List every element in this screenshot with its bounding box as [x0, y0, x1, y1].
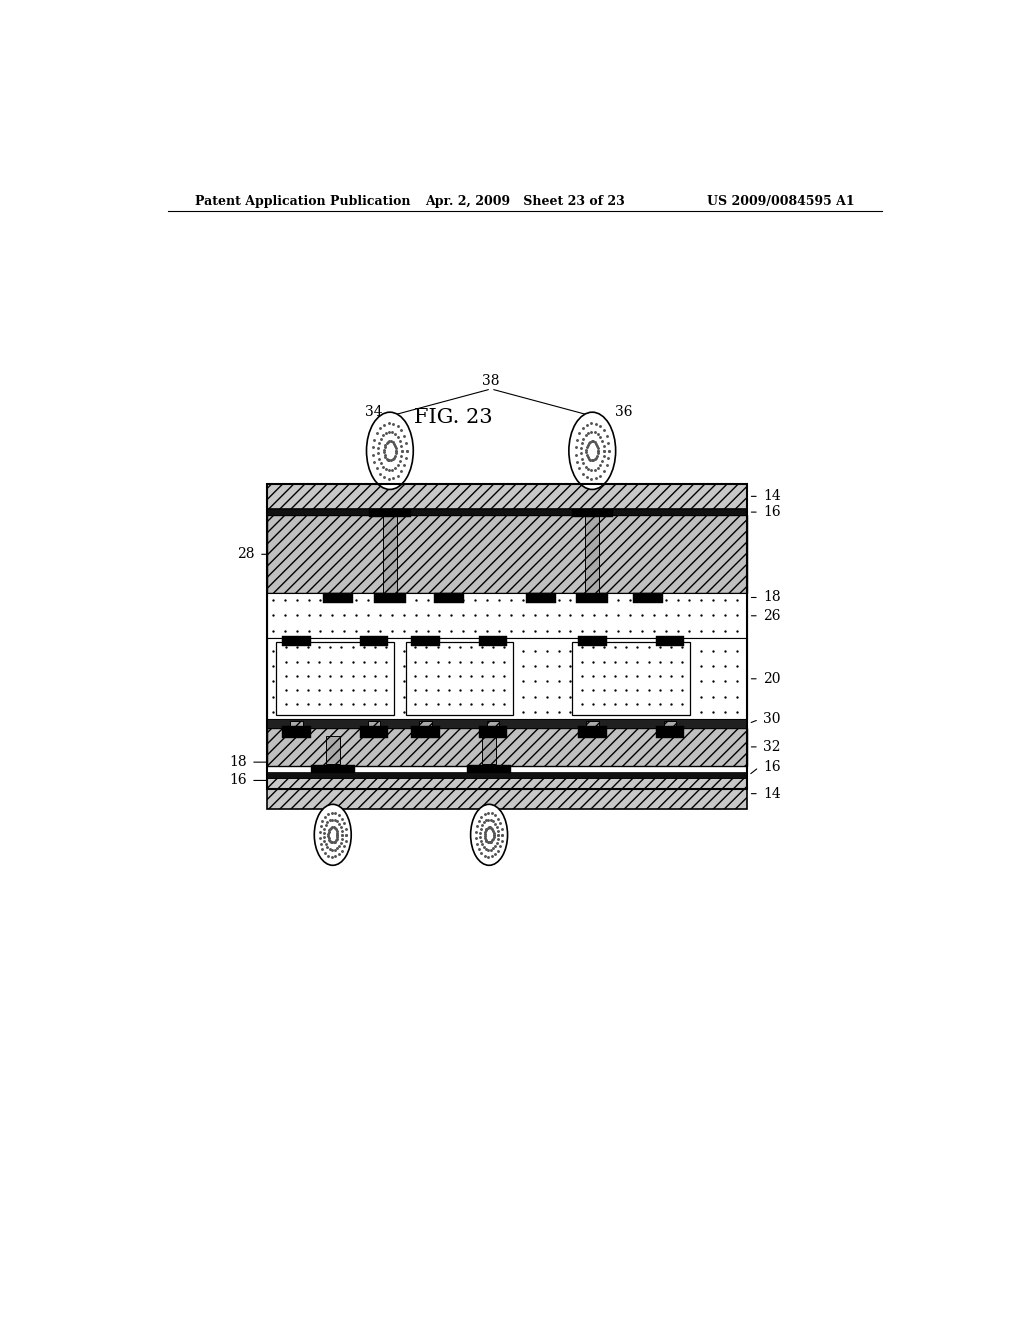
Bar	[276, 643, 394, 715]
Bar	[482, 735, 497, 764]
Text: 30: 30	[763, 713, 780, 726]
Text: 38: 38	[482, 374, 500, 388]
Bar	[359, 726, 388, 738]
Bar	[412, 636, 440, 647]
Text: 16: 16	[763, 760, 780, 775]
Bar	[267, 483, 748, 788]
Bar	[486, 636, 500, 640]
Bar	[370, 510, 411, 517]
Bar	[585, 515, 599, 594]
Text: US 2009/0084595 A1: US 2009/0084595 A1	[707, 194, 854, 207]
Bar	[655, 636, 684, 647]
Text: Apr. 2, 2009   Sheet 23 of 23: Apr. 2, 2009 Sheet 23 of 23	[425, 194, 625, 207]
Bar	[664, 636, 677, 640]
Bar	[267, 594, 748, 638]
Bar	[267, 483, 748, 510]
Bar	[383, 515, 397, 594]
Bar	[282, 636, 310, 647]
Bar	[664, 722, 677, 726]
Bar	[267, 510, 748, 515]
Bar	[479, 726, 507, 738]
Text: 14: 14	[763, 787, 780, 801]
Bar	[577, 594, 608, 602]
Bar	[525, 594, 556, 602]
Ellipse shape	[569, 412, 615, 490]
Bar	[655, 726, 684, 738]
Bar	[267, 515, 748, 594]
Bar	[290, 722, 303, 726]
Bar	[310, 766, 355, 774]
Bar	[267, 727, 748, 766]
Bar	[419, 636, 432, 640]
Bar	[282, 726, 310, 738]
Bar	[267, 772, 748, 779]
Text: 18: 18	[763, 590, 780, 605]
Ellipse shape	[314, 804, 351, 866]
Bar	[267, 638, 748, 719]
Bar	[368, 636, 380, 640]
Text: 16: 16	[229, 774, 247, 788]
Bar	[571, 510, 613, 517]
Bar	[633, 594, 663, 602]
Text: 28: 28	[488, 817, 506, 832]
Bar	[578, 636, 606, 647]
Bar	[359, 636, 388, 647]
Ellipse shape	[367, 412, 414, 490]
Bar	[486, 722, 500, 726]
Bar	[412, 726, 440, 738]
Text: Patent Application Publication: Patent Application Publication	[196, 194, 411, 207]
Text: 20: 20	[763, 672, 780, 686]
Bar	[572, 643, 690, 715]
Bar	[368, 722, 380, 726]
Bar	[267, 779, 748, 809]
Bar	[324, 594, 353, 602]
Text: 28: 28	[238, 548, 255, 561]
Text: 18: 18	[229, 755, 247, 770]
Text: 26: 26	[763, 609, 780, 623]
Bar	[419, 722, 432, 726]
Bar	[479, 636, 507, 647]
Bar	[267, 719, 748, 727]
Text: 14: 14	[763, 490, 780, 503]
Text: 32: 32	[763, 741, 780, 754]
Bar	[290, 636, 303, 640]
Bar	[434, 594, 465, 602]
Bar	[586, 636, 599, 640]
Ellipse shape	[471, 804, 508, 866]
Text: 34: 34	[366, 405, 383, 420]
Bar	[467, 766, 511, 774]
Text: 36: 36	[615, 405, 633, 420]
Bar	[326, 735, 340, 764]
Bar	[586, 722, 599, 726]
Bar	[578, 726, 606, 738]
Bar	[374, 594, 406, 602]
Bar	[406, 643, 513, 715]
Text: 16: 16	[763, 506, 780, 519]
Text: FIG. 23: FIG. 23	[414, 408, 493, 428]
